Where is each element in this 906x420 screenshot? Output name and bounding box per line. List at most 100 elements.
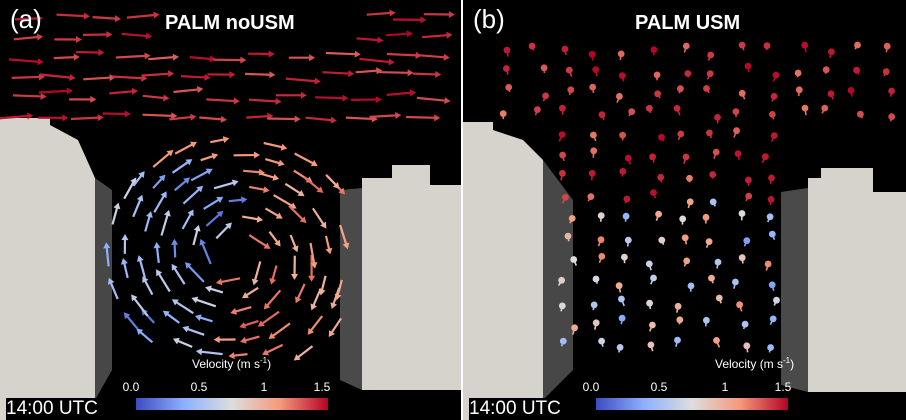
velocity-arrow [132,194,144,218]
velocity-arrow [745,192,753,202]
velocity-arrow [679,215,687,225]
velocity-arrow [308,255,316,282]
velocity-arrow [257,310,280,327]
velocity-arrow [171,299,194,315]
velocity-arrow [738,41,746,51]
velocity-arrow [703,316,710,327]
velocity-arrow [565,66,573,77]
velocity-arrow [416,96,451,105]
velocity-arrow [423,11,455,19]
velocity-arrow [888,113,896,122]
velocity-arrow [82,31,113,39]
velocity-arrow [267,115,301,123]
velocity-arrow [801,104,809,116]
velocity-arrow [260,172,280,181]
velocity-arrow [616,344,624,353]
velocity-arrow [142,276,154,296]
velocity-arrow [528,42,536,51]
velocity-arrow [732,108,740,118]
velocity-arrow [386,89,417,97]
velocity-arrow [366,9,396,17]
scene-b [463,41,906,420]
velocity-arrow [676,316,684,325]
velocity-arrow [240,335,260,344]
velocity-arrow [738,89,746,100]
colorbar-title: Velocity (m s-1) [192,356,272,371]
velocity-arrow [328,317,343,338]
velocity-arrow [559,151,566,162]
velocity-arrow [213,179,239,190]
velocity-arrow [142,94,170,102]
velocity-arrow [653,71,661,81]
velocity-arrow [233,151,261,159]
panel-letter: (b) [473,4,505,34]
velocity-arrow [14,14,44,22]
velocity-arrow [681,234,689,245]
velocity-arrow [345,115,378,123]
velocity-arrow [658,236,666,245]
velocity-arrow [673,105,681,116]
velocity-arrow [713,337,721,348]
velocity-arrow [205,210,224,227]
velocity-arrow [120,258,129,279]
velocity-arrow [171,159,193,174]
colorbar [136,398,328,410]
velocity-arrow [294,152,318,167]
velocity-arrow [406,114,441,122]
velocity-arrow [263,141,288,151]
velocity-arrow [683,257,691,267]
velocity-arrow [561,193,569,204]
velocity-arrow [153,191,167,213]
velocity-arrow [189,55,216,63]
velocity-arrow [307,315,324,335]
velocity-arrow [152,174,166,189]
velocity-arrow [503,46,511,57]
velocity-arrow [359,57,395,66]
velocity-arrow [309,242,318,269]
velocity-arrow [558,131,566,142]
velocity-arrow [152,149,174,168]
velocity-arrow [598,111,606,121]
velocity-arrow [210,136,230,144]
velocity-arrow [169,113,197,121]
building-left-a [0,118,95,420]
velocity-arrow [103,242,111,267]
velocity-arrow [156,269,171,293]
velocity-arrow [54,35,82,43]
velocity-arrow [303,176,324,193]
velocity-arrow [733,127,740,138]
velocity-arrow [743,342,751,353]
velocity-arrow [684,70,692,78]
velocity-arrow [768,174,775,185]
velocity-arrow [744,62,752,72]
velocity-arrow [743,237,751,247]
velocity-arrow [199,238,212,265]
colorbar-tick: 1 [260,380,268,394]
velocity-arrow [0,112,34,120]
velocity-arrow [715,294,723,304]
colorbar-tick: 0.5 [190,380,208,394]
velocity-arrow [503,65,510,75]
velocity-arrow [764,260,772,271]
velocity-arrow [269,265,278,285]
velocity-arrow [38,87,73,95]
velocity-arrow [646,104,653,114]
velocity-arrow [588,169,596,181]
velocity-arrow [386,30,413,38]
velocity-arrow [268,322,291,339]
velocity-arrow [37,114,69,122]
velocity-arrow [248,50,275,58]
panel-title: PALM USM [635,12,741,34]
velocity-arrow [248,234,271,249]
velocity-arrow [111,74,148,82]
velocity-arrow [706,129,713,139]
velocity-arrow [190,168,213,182]
velocity-arrow [148,53,179,61]
velocity-arrow [284,182,305,197]
colorbar-tick: 1.5 [313,380,331,394]
velocity-arrow [709,171,717,179]
colorbar-tick: 1 [721,380,729,394]
velocity-arrow [499,110,507,120]
velocity-arrow [215,277,241,286]
velocity-arrow [184,262,205,283]
